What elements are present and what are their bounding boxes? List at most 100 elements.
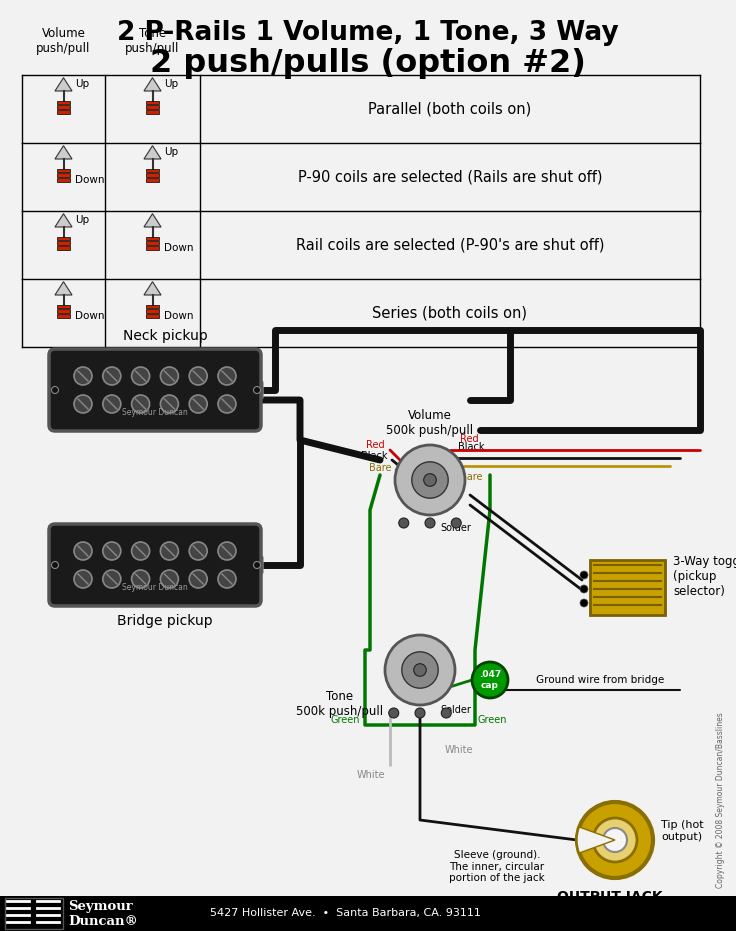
Text: Up: Up	[164, 79, 178, 89]
Text: Tone
push/pull: Tone push/pull	[125, 27, 180, 55]
Circle shape	[132, 570, 149, 588]
Text: Tip (hot
output): Tip (hot output)	[661, 820, 704, 842]
Circle shape	[402, 652, 438, 688]
Polygon shape	[144, 214, 161, 227]
Circle shape	[253, 561, 261, 569]
Circle shape	[395, 445, 465, 515]
Circle shape	[132, 395, 149, 413]
Text: Down: Down	[75, 175, 105, 185]
Circle shape	[160, 367, 178, 385]
Text: Up: Up	[75, 79, 89, 89]
Circle shape	[52, 386, 58, 394]
Text: .047
cap: .047 cap	[479, 670, 501, 690]
Circle shape	[472, 662, 508, 698]
Bar	[57, 236, 70, 240]
Circle shape	[218, 395, 236, 413]
Circle shape	[189, 570, 208, 588]
Circle shape	[442, 708, 451, 718]
Polygon shape	[144, 282, 161, 295]
Bar	[57, 246, 70, 250]
Circle shape	[218, 367, 236, 385]
Circle shape	[389, 708, 399, 718]
Text: 3-Way toggle
(pickup
selector): 3-Way toggle (pickup selector)	[673, 555, 736, 598]
Bar	[5, 898, 63, 929]
Bar	[590, 560, 665, 615]
Circle shape	[593, 818, 637, 862]
Text: Green: Green	[478, 715, 508, 725]
FancyBboxPatch shape	[251, 381, 263, 399]
Wedge shape	[577, 827, 615, 853]
Polygon shape	[55, 214, 72, 227]
Text: Volume
push/pull: Volume push/pull	[36, 27, 91, 55]
Circle shape	[189, 395, 208, 413]
Circle shape	[74, 570, 92, 588]
Text: OUTPUT JACK: OUTPUT JACK	[557, 890, 663, 904]
Circle shape	[415, 708, 425, 718]
Text: Solder: Solder	[440, 523, 471, 533]
Polygon shape	[55, 282, 72, 295]
Circle shape	[414, 664, 426, 676]
Bar	[146, 169, 159, 172]
FancyBboxPatch shape	[49, 524, 261, 606]
Text: Red: Red	[460, 434, 478, 444]
Bar	[57, 304, 70, 308]
Bar	[146, 173, 159, 177]
Circle shape	[451, 518, 461, 528]
Circle shape	[399, 518, 408, 528]
Circle shape	[160, 570, 178, 588]
Circle shape	[580, 585, 588, 593]
Circle shape	[189, 542, 208, 560]
Text: Parallel (both coils on): Parallel (both coils on)	[369, 101, 531, 116]
Circle shape	[103, 367, 121, 385]
Text: Bare: Bare	[369, 463, 392, 473]
Bar	[0, 896, 736, 931]
Circle shape	[74, 395, 92, 413]
Circle shape	[74, 367, 92, 385]
Polygon shape	[144, 145, 161, 159]
Text: Neck pickup: Neck pickup	[123, 329, 208, 343]
Circle shape	[580, 599, 588, 607]
Text: Up: Up	[75, 215, 89, 225]
Text: Seymour
Duncan®: Seymour Duncan®	[68, 900, 138, 928]
Text: Solder: Solder	[440, 705, 471, 715]
Bar	[146, 309, 159, 313]
Bar	[146, 101, 159, 104]
Text: Tone
500k push/pull: Tone 500k push/pull	[297, 690, 383, 718]
Circle shape	[103, 395, 121, 413]
Circle shape	[253, 386, 261, 394]
Circle shape	[74, 542, 92, 560]
Polygon shape	[55, 145, 72, 159]
Bar	[146, 105, 159, 109]
Text: Green: Green	[330, 715, 360, 725]
Text: Rail coils are selected (P-90's are shut off): Rail coils are selected (P-90's are shut…	[296, 237, 604, 252]
Bar	[146, 304, 159, 308]
Text: Red: Red	[367, 440, 385, 450]
FancyBboxPatch shape	[251, 556, 263, 574]
Circle shape	[425, 518, 435, 528]
Text: Seymour Duncan: Seymour Duncan	[122, 408, 188, 417]
Text: Black: Black	[361, 451, 387, 461]
Bar	[146, 241, 159, 245]
Text: Copyright © 2008 Seymour Duncan/Basslines: Copyright © 2008 Seymour Duncan/Bassline…	[716, 712, 725, 888]
Circle shape	[132, 367, 149, 385]
Bar	[57, 110, 70, 114]
Circle shape	[218, 542, 236, 560]
Polygon shape	[55, 77, 72, 91]
Text: P-90 coils are selected (Rails are shut off): P-90 coils are selected (Rails are shut …	[298, 169, 602, 184]
Text: Up: Up	[164, 147, 178, 157]
Bar	[57, 314, 70, 317]
Bar	[57, 173, 70, 177]
Circle shape	[603, 828, 627, 852]
Bar	[146, 110, 159, 114]
Bar	[57, 241, 70, 245]
Polygon shape	[144, 77, 161, 91]
Bar	[57, 105, 70, 109]
Circle shape	[412, 462, 448, 498]
Text: Bridge pickup: Bridge pickup	[117, 614, 213, 628]
Text: Down: Down	[75, 311, 105, 321]
Text: White: White	[356, 770, 385, 780]
Text: Down: Down	[164, 243, 194, 253]
FancyBboxPatch shape	[49, 349, 261, 431]
Bar	[146, 246, 159, 250]
Bar	[146, 314, 159, 317]
